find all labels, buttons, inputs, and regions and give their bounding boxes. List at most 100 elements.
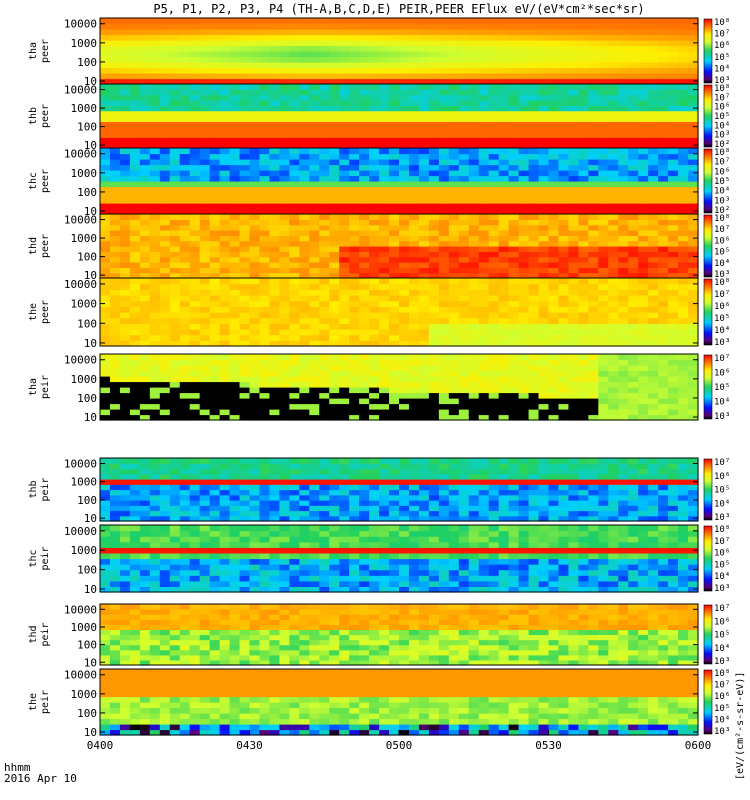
colorbar-tick-label: 10⁷: [714, 225, 730, 235]
x-axis-caption: hhmm: [4, 761, 31, 774]
colorbar: [703, 148, 713, 214]
panel-species-label: peer: [40, 169, 51, 193]
colorbar-tick-label: 10²: [714, 206, 730, 216]
colorbar-tick-label: 10⁶: [714, 369, 730, 379]
y-tick-label: 10: [84, 139, 97, 152]
colorbar-tick-label: 10⁶: [714, 167, 730, 177]
colorbar-tick-label: 10³: [714, 412, 730, 422]
panel-thd-peir: 10 100 1000 10000 thd peir 10³ 10⁴ 10⁵ 10⁶ 10⁷: [28, 603, 730, 669]
panel-tha-peir: 10 100 1000 10000 tha peir 10³ 10⁴ 10⁵ 10⁶ 10⁷: [28, 353, 730, 424]
x-tick-label: 0600: [685, 739, 712, 752]
colorbar-tick-label: 10⁸: [714, 278, 730, 288]
panel-species-label: peer: [40, 234, 51, 258]
colorbar: [703, 18, 713, 84]
colorbar-tick-label: 10⁶: [714, 692, 730, 702]
colorbar-tick-label: 10⁸: [714, 18, 730, 28]
panel-species-label: peir: [40, 477, 51, 501]
panel-species-label: peer: [40, 39, 51, 63]
panel-frame: [99, 277, 699, 347]
colorbar-tick-label: 10⁶: [714, 236, 730, 246]
colorbar-tick-label: 10⁵: [714, 631, 730, 641]
colorbar: [703, 458, 713, 521]
panel-species-label: peer: [40, 300, 51, 324]
y-tick-label: 10000: [64, 148, 97, 161]
colorbar-tick-label: 10⁷: [714, 290, 730, 300]
colorbar-tick-label: 10⁸: [714, 525, 730, 535]
y-tick-label: 10: [84, 337, 97, 350]
colorbar: [703, 604, 713, 665]
colorbar-tick-label: 10⁴: [714, 259, 730, 269]
colorbar-tick-label: 10⁷: [714, 458, 730, 468]
colorbar-tick-label: 10³: [714, 657, 730, 667]
colorbar-tick-label: 10⁸: [714, 148, 730, 158]
y-tick-label: 10000: [64, 214, 97, 227]
y-tick-label: 100: [77, 494, 97, 507]
colorbar-tick-label: 10⁸: [714, 84, 730, 94]
y-tick-label: 10000: [64, 603, 97, 616]
colorbar-tick-label: 10⁵: [714, 704, 730, 714]
date-caption: 2016 Apr 10: [4, 772, 77, 785]
y-tick-label: 1000: [71, 232, 98, 245]
y-tick-label: 10: [84, 583, 97, 596]
colorbar-tick-label: 10³: [714, 338, 730, 348]
colorbar-tick-label: 10⁵: [714, 314, 730, 324]
colorbar-tick-label: 10³: [714, 131, 730, 141]
y-tick-label: 10: [84, 512, 97, 525]
x-tick-label: 0400: [87, 739, 114, 752]
y-tick-label: 100: [77, 56, 97, 69]
colorbar-tick-label: 10⁷: [714, 93, 730, 103]
colorbar-tick-label: 10⁷: [714, 354, 730, 364]
panel-thc-peer: 10 100 1000 10000 thc peer 10²10³10⁴10⁵10⁶10⁷1…: [28, 147, 730, 218]
y-tick-label: 1000: [71, 102, 98, 115]
y-tick-label: 10: [84, 75, 97, 88]
colorbar-tick-label: 10⁵: [714, 53, 730, 63]
y-tick-label: 100: [77, 392, 97, 405]
colorbar-tick-label: 10⁶: [714, 302, 730, 312]
colorbar-tick-label: 10⁵: [714, 112, 730, 122]
colorbar-tick-label: 10⁵: [714, 486, 730, 496]
panel-species-label: peir: [40, 546, 51, 570]
colorbar-tick-label: 10⁴: [714, 326, 730, 336]
panel-probe-label: thd: [28, 625, 39, 643]
panel-thb-peer: 10 100 1000 10000 thb peer 10²10³10⁴10⁵10⁶10⁷1…: [28, 83, 730, 152]
colorbar: [703, 214, 713, 278]
colorbar: [703, 84, 713, 148]
colorbar-tick-label: 10⁴: [714, 64, 730, 74]
colorbar-tick-label: 10⁴: [714, 715, 730, 725]
colorbar-tick-label: 10⁵: [714, 248, 730, 258]
y-tick-label: 1000: [71, 37, 98, 50]
figure-title: P5, P1, P2, P3, P4 (TH-A,B,C,D,E) PEIR,P…: [153, 2, 644, 16]
colorbar-tick-label: 10⁵: [714, 383, 730, 393]
panel-species-label: peir: [40, 622, 51, 646]
y-tick-label: 10: [84, 205, 97, 218]
colorbar-tick-label: 10³: [714, 727, 730, 737]
y-tick-label: 10000: [64, 354, 97, 367]
panel-species-label: peir: [40, 375, 51, 399]
colorbar-tick-label: 10⁴: [714, 572, 730, 582]
panel-probe-label: thb: [28, 480, 39, 498]
colorbar-tick-label: 10⁷: [714, 604, 730, 614]
colorbar-tick-label: 10²: [714, 140, 730, 150]
y-tick-label: 10000: [64, 525, 97, 538]
colorbar: [703, 278, 713, 346]
colorbar-tick-label: 10⁵: [714, 177, 730, 187]
colorbar-tick-label: 10⁷: [714, 158, 730, 168]
colorbar-tick-label: 10⁸: [714, 214, 730, 224]
x-tick-label: 0500: [386, 739, 413, 752]
x-tick-label: 0530: [535, 739, 562, 752]
y-tick-label: 1000: [71, 298, 98, 311]
panel-species-label: peer: [40, 104, 51, 128]
colorbar-tick-label: 10³: [714, 584, 730, 594]
panel-probe-label: the: [28, 303, 39, 321]
colorbar-tick-label: 10⁴: [714, 398, 730, 408]
colorbar-tick-label: 10⁶: [714, 549, 730, 559]
y-tick-label: 10000: [64, 18, 97, 31]
x-tick-label: 0430: [236, 739, 263, 752]
y-tick-label: 10: [84, 269, 97, 282]
colorbar-tick-label: 10⁸: [714, 669, 730, 679]
